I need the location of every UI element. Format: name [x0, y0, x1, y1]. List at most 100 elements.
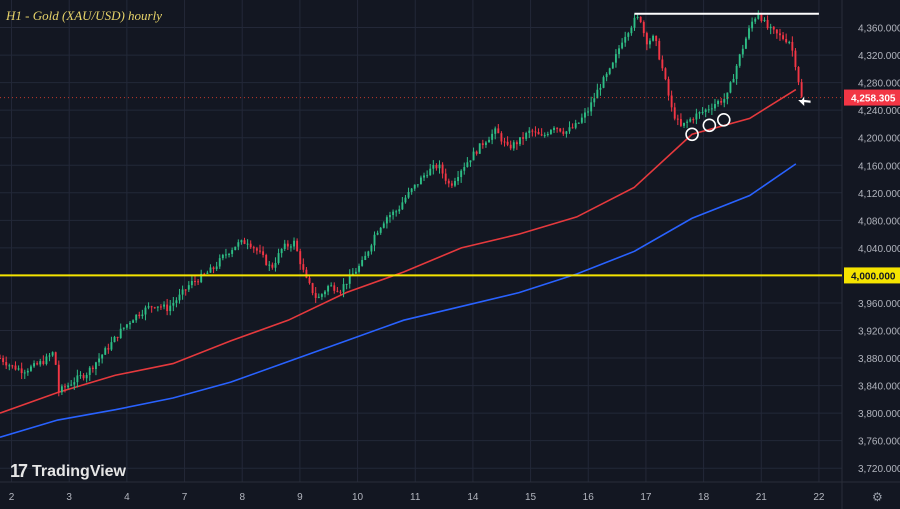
candle-body	[376, 232, 379, 235]
candle-body	[639, 16, 642, 23]
tradingview-logo-icon: 17	[10, 461, 28, 481]
candle-body	[410, 188, 413, 192]
candle-body	[460, 170, 463, 178]
candle-body	[732, 78, 735, 83]
x-tick-label: 3	[66, 492, 72, 503]
candle-body	[190, 281, 193, 286]
candle-body	[51, 352, 54, 356]
candle-body	[79, 375, 82, 377]
candle-body	[658, 40, 661, 60]
y-tick-label: 3,720.000	[858, 464, 900, 475]
candle-body	[274, 262, 277, 268]
candle-body	[60, 386, 63, 393]
candle-body	[243, 240, 246, 244]
x-tick-label: 22	[813, 492, 825, 503]
candle-body	[698, 112, 701, 114]
candle-body	[794, 50, 797, 68]
candle-body	[645, 33, 648, 45]
candle-body	[224, 254, 227, 256]
candle-body	[481, 143, 484, 145]
candle-body	[714, 104, 716, 109]
candle-body	[206, 272, 209, 274]
candle-body	[379, 227, 382, 233]
candle-body	[599, 87, 602, 90]
candle-body	[605, 73, 608, 78]
candle-body	[484, 142, 487, 145]
candle-body	[221, 254, 224, 259]
candle-body	[283, 243, 286, 249]
candle-body	[324, 291, 326, 295]
candle-body	[98, 358, 100, 363]
chart-title: H1 - Gold (XAU/USD) hourly	[6, 8, 162, 23]
candle-body	[64, 386, 66, 388]
candle-body	[308, 277, 311, 284]
candle-body	[549, 130, 552, 134]
candle-body	[543, 135, 546, 137]
candle-body	[91, 367, 94, 370]
x-tick-label: 4	[124, 492, 130, 503]
candle-body	[723, 99, 726, 103]
candle-body	[104, 348, 107, 355]
candle-body	[259, 250, 261, 252]
candle-body	[463, 167, 466, 171]
candle-body	[785, 38, 788, 43]
candle-body	[85, 374, 88, 379]
candle-body	[132, 320, 135, 323]
candle-body	[503, 141, 506, 143]
candle-body	[525, 132, 528, 139]
current-price-label: 4,258.305	[851, 94, 896, 105]
candle-body	[370, 245, 373, 252]
candle-body	[389, 215, 391, 218]
candle-body	[57, 364, 60, 393]
candle-body	[531, 130, 534, 132]
candle-body	[454, 181, 456, 186]
candle-body	[237, 242, 240, 247]
candle-body	[163, 304, 165, 307]
candle-body	[608, 68, 611, 74]
candle-body	[2, 358, 5, 363]
candle-body	[689, 119, 692, 122]
support-price-badge	[844, 267, 900, 284]
candle-body	[426, 175, 429, 177]
candle-body	[367, 251, 370, 256]
candle-body	[429, 168, 432, 176]
candle-body	[528, 130, 531, 133]
candle-body	[580, 117, 583, 123]
candle-body	[342, 284, 345, 292]
candle-body	[621, 42, 624, 49]
candle-body	[110, 342, 113, 350]
candle-body	[33, 363, 36, 367]
gear-icon[interactable]: ⚙	[872, 490, 883, 504]
candle-body	[491, 133, 494, 140]
candle-body	[562, 131, 565, 134]
candle-body	[534, 131, 537, 133]
candle-body	[738, 54, 741, 66]
x-tick-label: 16	[583, 492, 595, 503]
candle-body	[618, 48, 620, 55]
candle-body	[125, 324, 128, 328]
candle-body	[268, 264, 271, 266]
candle-body	[664, 68, 667, 80]
candle-body	[707, 109, 710, 111]
x-tick-label: 2	[9, 492, 15, 503]
candle-body	[775, 29, 778, 34]
candle-body	[203, 273, 206, 275]
candle-body	[293, 240, 295, 247]
y-tick-label: 4,160.000	[858, 161, 900, 172]
candle-body	[8, 365, 11, 367]
candle-body	[488, 139, 490, 143]
candle-body	[82, 375, 85, 379]
candle-body	[655, 35, 658, 41]
candle-body	[234, 246, 237, 251]
candle-body	[670, 95, 673, 108]
candle-body	[587, 111, 590, 113]
candle-body	[218, 258, 221, 267]
candle-body	[757, 14, 760, 19]
candle-body	[348, 274, 351, 284]
y-tick-label: 4,280.000	[858, 79, 900, 90]
x-tick-label: 8	[239, 492, 245, 503]
candle-body	[457, 177, 460, 182]
candle-body	[296, 240, 299, 252]
candle-body	[519, 137, 521, 145]
